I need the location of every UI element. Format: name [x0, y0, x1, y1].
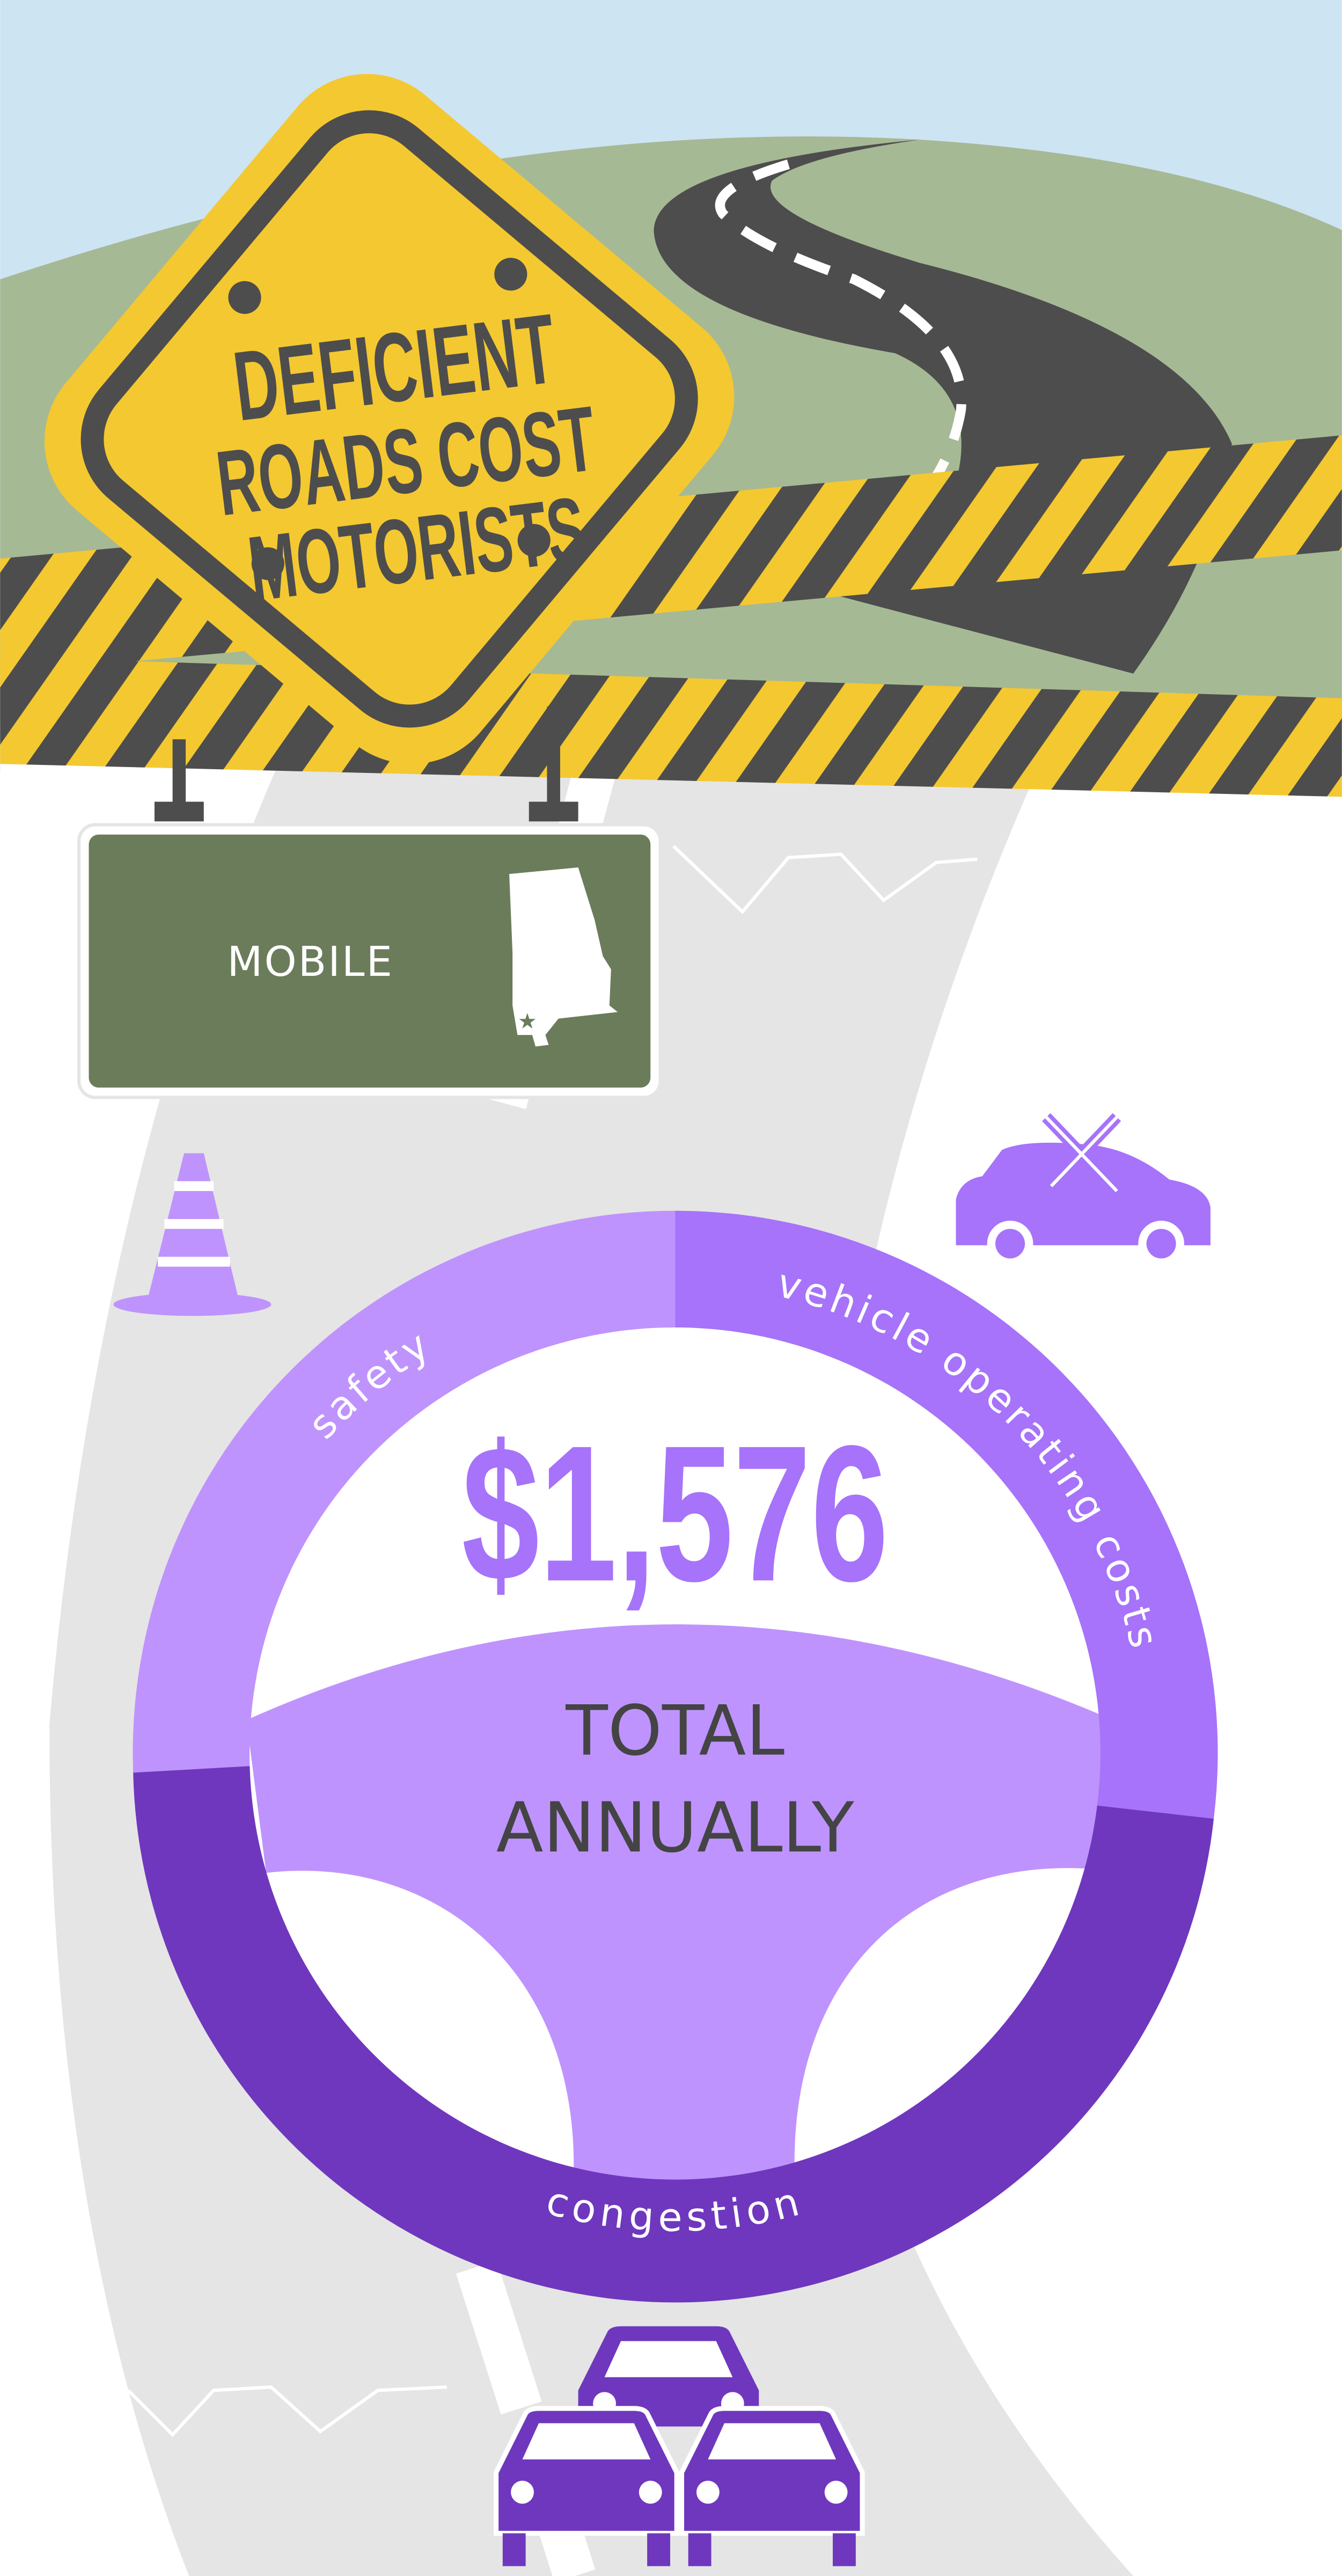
car-icon [679, 2406, 865, 2566]
car-icon [578, 2326, 759, 2427]
alabama-map-icon [509, 867, 618, 1047]
warning-sign [44, 74, 735, 764]
total-amount: $1,576 [461, 1405, 888, 1622]
segment-congestion [133, 1766, 1214, 2303]
sign-post [172, 739, 186, 805]
road-crack [672, 844, 978, 915]
sign-bracket [154, 801, 204, 822]
car-repair-icon [956, 1113, 1211, 1267]
sign-post [547, 706, 560, 805]
total-label-line-2: ANNUALLY [496, 1788, 854, 1868]
star-icon: ★ [518, 1010, 537, 1033]
traffic-jam-icon [493, 2326, 865, 2566]
traffic-cone-icon [113, 1153, 272, 1316]
sign-title: DEFICIENT ROADS COST MOTORISTS [211, 294, 601, 621]
location-sign: MOBILE ★ [77, 823, 662, 1099]
car-icon [493, 2406, 679, 2566]
segment-safety [133, 1210, 676, 1773]
wheel-hub [246, 1624, 1117, 2185]
sign-bracket [529, 801, 578, 822]
road-lane-markings [715, 159, 966, 530]
city-name: MOBILE [227, 938, 394, 986]
steering-wheel: safety vehicle operating costs congestio… [133, 1210, 1218, 2303]
total-label-line-1: TOTAL [565, 1691, 784, 1771]
road-crack [127, 2385, 447, 2438]
segment-vehicle-operating-costs [675, 1210, 1218, 1819]
